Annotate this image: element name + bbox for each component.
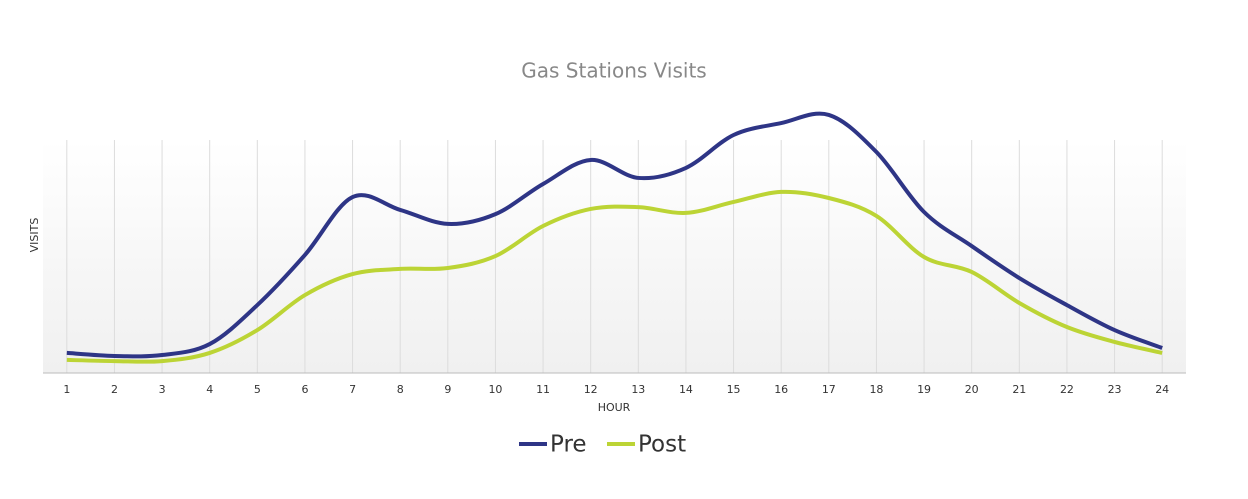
- plot-area: [43, 140, 1186, 373]
- x-tick-label: 8: [397, 383, 404, 396]
- x-tick-label: 15: [727, 383, 741, 396]
- lines: [66, 111, 1163, 364]
- x-tick-label: 3: [159, 383, 166, 396]
- x-axis-label: HOUR: [598, 401, 631, 414]
- legend: Pre Post: [519, 432, 686, 458]
- x-tick-label: 16: [774, 383, 788, 396]
- line-series: [66, 111, 1163, 359]
- x-tick-label: 18: [869, 383, 883, 396]
- x-tick-label: 24: [1155, 383, 1169, 396]
- x-tick-label: 2: [111, 383, 118, 396]
- x-tick-label: 23: [1108, 383, 1122, 396]
- x-tick-label: 19: [917, 383, 931, 396]
- x-tick-label: 9: [444, 383, 451, 396]
- legend-label: Post: [638, 432, 686, 458]
- x-tick-label: 13: [631, 383, 645, 396]
- grid: [66, 140, 1163, 373]
- y-axis-label: VISITS: [28, 218, 41, 253]
- x-tick-label: 5: [254, 383, 261, 396]
- x-tick-label: 14: [679, 383, 693, 396]
- legend-label: Pre: [550, 432, 587, 458]
- x-tick-label: 1: [63, 383, 70, 396]
- x-tick-label: 17: [822, 383, 836, 396]
- x-tick-label: 10: [488, 383, 502, 396]
- x-tick-label: 21: [1012, 383, 1026, 396]
- x-tick-label: 6: [301, 383, 308, 396]
- x-tick-label: 11: [536, 383, 550, 396]
- x-tick-label: 4: [206, 383, 213, 396]
- x-tick-label: 22: [1060, 383, 1074, 396]
- chart-title: Gas Stations Visits: [521, 59, 706, 83]
- x-tick-label: 12: [584, 383, 598, 396]
- x-tick-label: 7: [349, 383, 356, 396]
- x-tick-label: 20: [965, 383, 979, 396]
- line-series: [66, 189, 1163, 364]
